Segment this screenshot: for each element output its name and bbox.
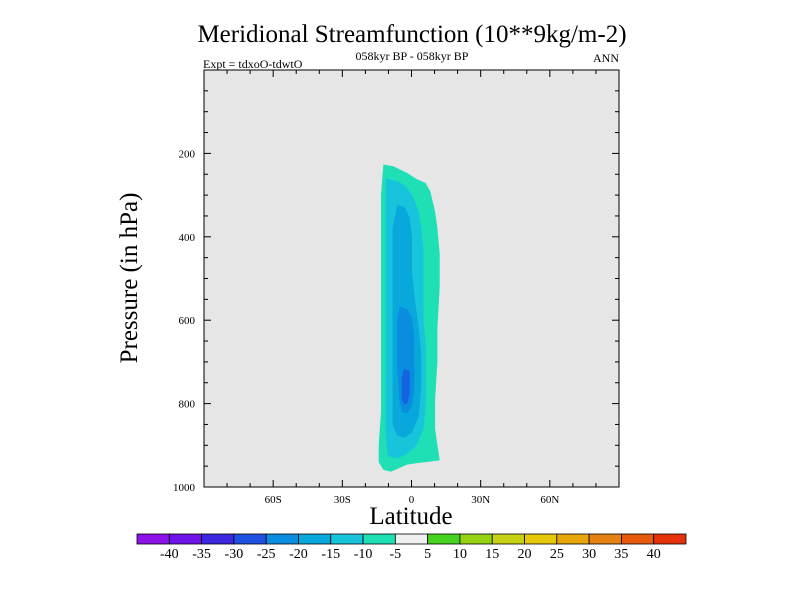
chart-title: Meridional Streamfunction (10**9kg/m-2) [197,21,626,48]
colorbar-label: -5 [390,547,402,562]
colorbar-label: -20 [289,547,308,562]
colorbar-label: 40 [647,547,661,562]
colorbar-label: -35 [192,547,211,562]
colorbar-box-7 [362,533,396,545]
colorbar-box-3 [233,533,267,545]
colorbar-box-10 [459,533,493,545]
colorbar-label: -40 [160,547,179,562]
x-tick-label: 0 [409,494,415,506]
colorbar-label: 5 [424,547,431,562]
season-label: ANN [593,51,619,65]
colorbar-box-4 [265,533,299,545]
colorbar-box-15 [621,533,655,545]
colorbar-box-12 [524,533,558,545]
x-axis-title: Latitude [369,503,452,530]
y-tick-label: 1000 [173,482,196,494]
contour-layer [378,164,440,472]
x-tick-label: 60S [265,494,282,506]
colorbar-box-0 [136,533,170,545]
experiment-label: Expt = tdxoO-tdwtO [203,57,303,71]
colorbar-label: 10 [453,547,467,562]
colorbar-label: 20 [518,547,532,562]
x-tick-label: 30N [471,494,490,506]
colorbar-label: -15 [321,547,340,562]
y-axis-title: Pressure (in hPa) [116,193,143,364]
colorbar-box-13 [556,533,590,545]
colorbar-label: -25 [257,547,276,562]
y-tick-label: 600 [179,315,196,327]
tick-layer: 60S 30S 0 30N 60N 200 400 600 800 1000 [173,70,619,506]
colorbar-box-2 [201,533,235,545]
colorbar: -40 -35 -30 -25 -20 -15 -10 -5 5 10 15 20 25 30 35 40 [136,533,687,562]
y-tick-label: 800 [179,399,196,411]
colorbar-label: 30 [582,547,596,562]
y-tick-label: 400 [179,232,196,244]
colorbar-label: -10 [354,547,373,562]
colorbar-label: 35 [614,547,628,562]
colorbar-box-11 [491,533,525,545]
plot-frame [203,69,620,488]
colorbar-box-1 [168,533,202,545]
colorbar-box-9 [427,533,461,545]
x-tick-label: 30S [334,494,351,506]
colorbar-label: -30 [225,547,244,562]
colorbar-label: 15 [485,547,499,562]
colorbar-box-6 [330,533,364,545]
colorbar-box-14 [588,533,622,545]
colorbar-box-16 [653,533,687,545]
contour-region-4 [401,368,410,405]
contour-region-3 [397,306,415,414]
colorbar-box-8 [394,533,429,545]
x-tick-label: 60N [540,494,559,506]
colorbar-box-5 [298,533,332,545]
period-label: 058kyr BP - 058kyr BP [356,49,469,63]
colorbar-label: 25 [550,547,564,562]
y-tick-label: 200 [179,148,196,160]
